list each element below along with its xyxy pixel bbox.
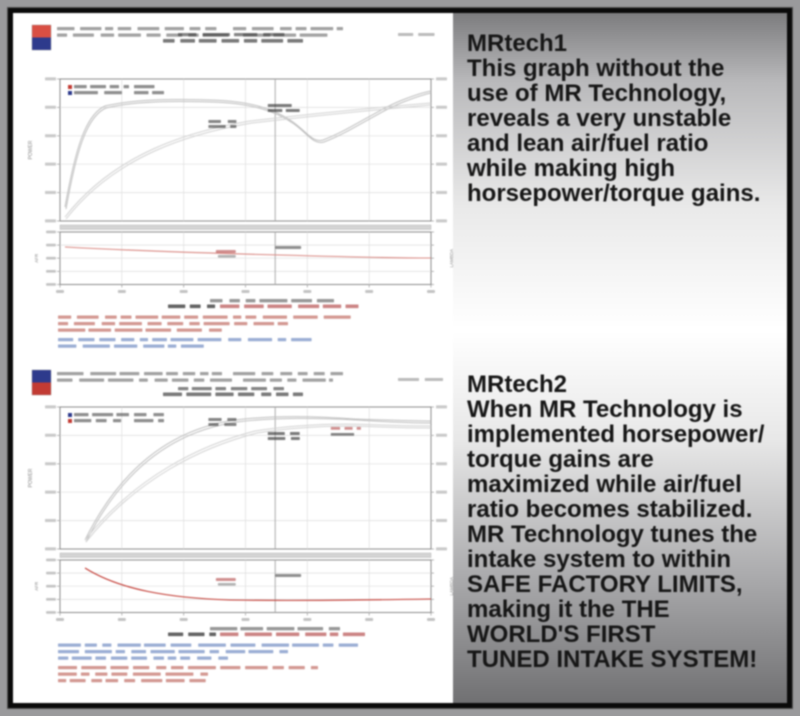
svg-text:POWER: POWER [28, 468, 34, 487]
svg-text:AFR: AFR [34, 253, 39, 263]
svg-text:AFR: AFR [34, 581, 39, 591]
svg-text:POWER: POWER [28, 140, 34, 159]
